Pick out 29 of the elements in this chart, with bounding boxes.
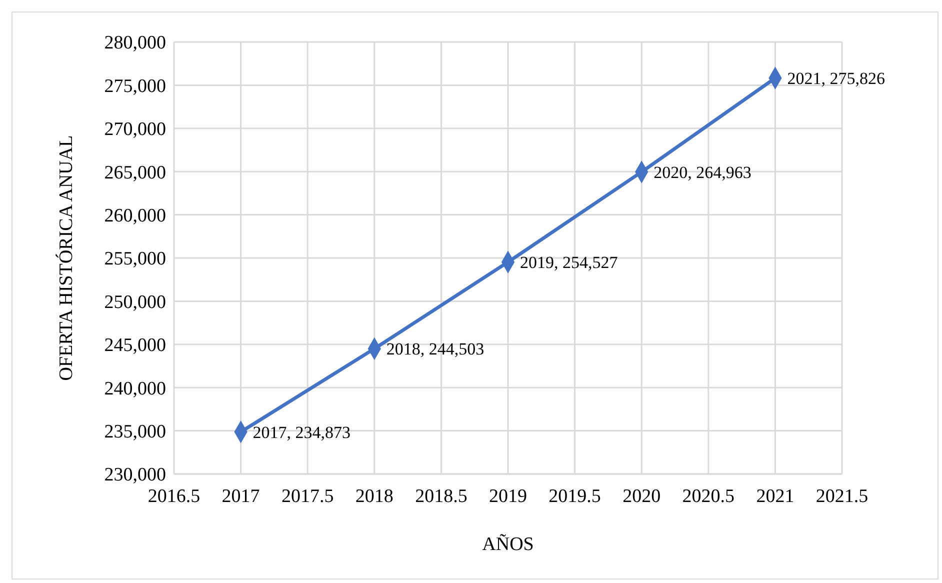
x-tick-label: 2019.5 xyxy=(548,486,601,507)
data-label: 2019, 254,527 xyxy=(520,253,618,272)
y-tick-label: 235,000 xyxy=(104,421,166,442)
data-label: 2020, 264,963 xyxy=(654,162,752,182)
x-tick-label: 2020.5 xyxy=(682,486,735,507)
x-tick-label: 2018.5 xyxy=(415,486,468,507)
y-tick-label: 255,000 xyxy=(104,248,166,270)
y-tick-label: 280,000 xyxy=(104,32,166,54)
x-tick-label: 2018 xyxy=(355,486,394,507)
data-label: 2017, 234,873 xyxy=(252,422,351,442)
x-axis-title: AÑOS xyxy=(482,534,534,555)
x-tick-label: 2021.5 xyxy=(816,486,868,507)
y-tick-label: 240,000 xyxy=(104,378,166,400)
y-tick-label: 275,000 xyxy=(104,76,166,97)
y-tick-label: 245,000 xyxy=(104,335,166,356)
y-axis-title: OFERTA HISTÓRICA ANUAL xyxy=(55,135,77,381)
y-tick-label: 270,000 xyxy=(104,119,166,140)
x-tick-label: 2021 xyxy=(756,486,794,507)
x-tick-label: 2017 xyxy=(222,486,260,507)
y-tick-label: 260,000 xyxy=(104,205,166,226)
x-tick-label: 2019 xyxy=(489,486,527,507)
y-tick-label: 230,000 xyxy=(104,464,166,486)
data-label: 2018, 244,503 xyxy=(386,340,484,359)
x-tick-label: 2017.5 xyxy=(281,486,334,507)
y-tick-label: 250,000 xyxy=(104,292,166,313)
data-label: 2021, 275,826 xyxy=(787,69,885,88)
x-tick-label: 2016.5 xyxy=(148,486,200,507)
x-tick-label: 2020 xyxy=(622,486,661,507)
y-tick-label: 265,000 xyxy=(104,162,166,184)
